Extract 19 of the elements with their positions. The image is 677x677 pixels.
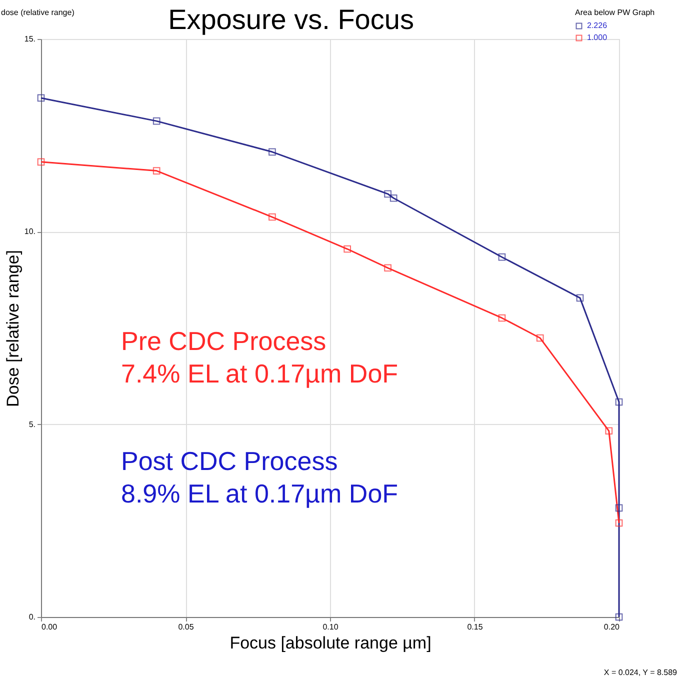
chart-title: Exposure vs. Focus: [168, 4, 414, 35]
x-tick-label: 0.15: [467, 622, 484, 632]
legend-label: 1.000: [587, 33, 608, 42]
y-tick-label: 10.: [24, 227, 36, 236]
y-tick-label: 15.: [24, 34, 36, 44]
y-tick-label: 0.: [28, 612, 36, 622]
x-tick-label: 0.20: [604, 622, 620, 632]
text: dose (relative range): [1, 8, 75, 17]
x-tick-label: 0.00: [42, 622, 58, 632]
y-axis-title: Dose [relative range]: [3, 250, 22, 407]
x-tick-label: 0.05: [178, 622, 194, 632]
legend-label: 2.226: [587, 21, 608, 30]
text: X = 0.024, Y = 8.589: [604, 668, 677, 677]
annotation: Pre CDC Process 7.4% EL at 0.17µm DoF: [121, 326, 398, 388]
x-axis-title: Focus [absolute range µm]: [230, 634, 432, 652]
legend-title: Area below PW Graph: [575, 8, 655, 17]
x-tick-label: 0.10: [322, 622, 339, 632]
y-tick-label: 5.: [28, 420, 36, 429]
annotation: Post CDC Process 8.9% EL at 0.17µm DoF: [121, 446, 398, 508]
